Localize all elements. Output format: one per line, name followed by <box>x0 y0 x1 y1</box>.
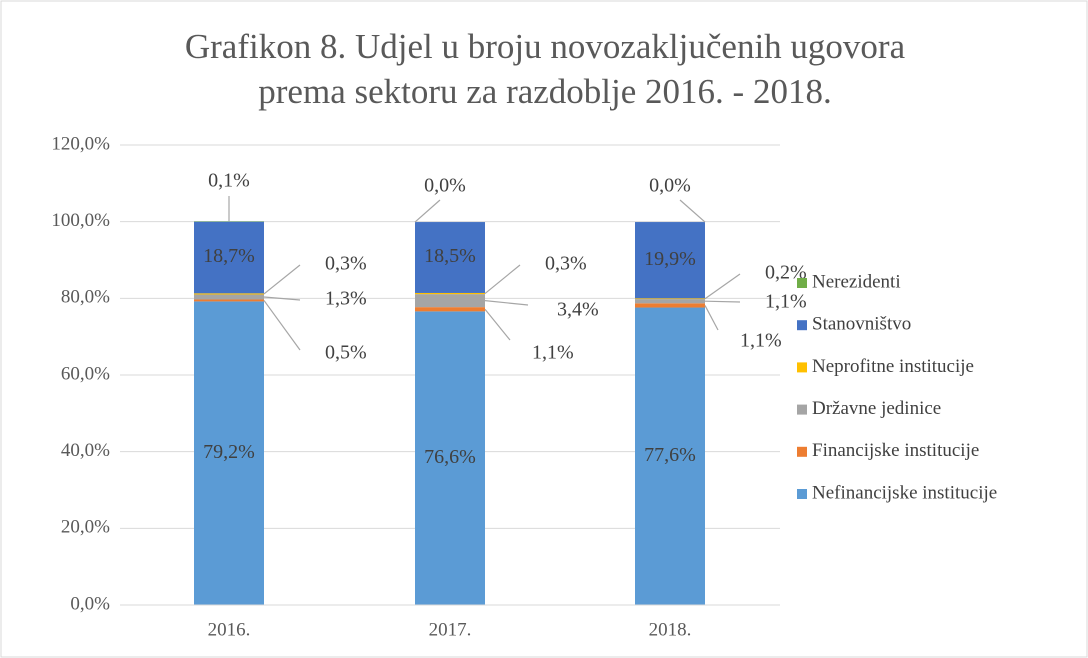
data-label: 1,1% <box>740 330 782 352</box>
legend-swatch <box>797 446 807 457</box>
leader-line <box>263 296 301 301</box>
bar-segment <box>194 294 264 300</box>
y-tick-label: 100,0% <box>51 210 110 231</box>
data-label: 76,6% <box>424 446 476 468</box>
x-tick-label: 2018. <box>649 619 692 640</box>
legend-label: Nefinancijske institucije <box>812 482 997 503</box>
data-label: 0,0% <box>424 175 466 197</box>
data-label: 0,3% <box>325 253 367 275</box>
data-label: 1,1% <box>765 291 807 313</box>
legend-label: Državne jedinice <box>812 398 941 419</box>
y-tick-label: 80,0% <box>61 287 110 308</box>
bar-segment <box>415 311 485 605</box>
bar-segment <box>635 303 705 308</box>
legend-swatch <box>797 320 807 331</box>
data-label: 3,4% <box>557 299 599 321</box>
legend-swatch <box>797 362 807 373</box>
leader-line <box>704 273 741 300</box>
legend-label: Neprofitne institucije <box>812 356 974 377</box>
data-label: 79,2% <box>203 441 255 463</box>
y-tick-label: 120,0% <box>51 133 110 154</box>
bar-segment <box>635 299 705 304</box>
leader-line <box>263 264 301 295</box>
leader-line <box>484 308 511 341</box>
legend-label: Financijske institucije <box>812 440 979 461</box>
data-label: 0,5% <box>325 342 367 364</box>
data-label: 18,5% <box>424 245 476 267</box>
leader-line <box>414 199 441 223</box>
leader-line <box>484 300 529 306</box>
y-tick-label: 0,0% <box>70 593 110 614</box>
data-label: 77,6% <box>644 444 696 466</box>
bar-segment <box>635 298 705 300</box>
y-tick-label: 40,0% <box>61 440 110 461</box>
bar-segment <box>194 301 264 605</box>
legend-swatch <box>797 489 807 499</box>
bar-segment <box>635 307 705 605</box>
legend-label: Stanovništvo <box>812 314 911 335</box>
data-label: 0,0% <box>649 175 691 197</box>
leader-line <box>704 300 741 303</box>
chart-title: prema sektoru za razdoblje 2016. - 2018. <box>258 72 831 111</box>
bar-segment <box>415 222 485 293</box>
leader-line <box>484 264 521 295</box>
legend-swatch <box>797 404 807 415</box>
data-label: 1,3% <box>325 288 367 310</box>
leader-line <box>679 199 706 223</box>
data-label: 0,1% <box>208 170 250 192</box>
bar-segment <box>194 221 264 294</box>
bar-segment <box>194 299 264 302</box>
y-tick-label: 60,0% <box>61 363 110 384</box>
bar-segment <box>415 292 485 295</box>
leader-line <box>263 300 301 351</box>
data-label: 18,7% <box>203 245 255 267</box>
legend-label: Nerezidenti <box>812 271 901 292</box>
legend-swatch <box>797 278 807 288</box>
data-label: 0,3% <box>545 253 587 275</box>
data-label: 19,9% <box>644 248 696 270</box>
x-tick-label: 2016. <box>208 619 251 640</box>
bar-segment <box>635 222 705 299</box>
chart-title: Grafikon 8. Udjel u broju novozaključeni… <box>185 27 906 66</box>
bar-segment <box>194 293 264 295</box>
bar-segment <box>415 294 485 308</box>
data-label: 0,2% <box>765 262 807 284</box>
data-label: 1,1% <box>532 342 574 364</box>
bar-segment <box>415 307 485 312</box>
x-tick-label: 2017. <box>429 619 472 640</box>
leader-line <box>704 305 719 331</box>
y-tick-label: 20,0% <box>61 517 110 538</box>
